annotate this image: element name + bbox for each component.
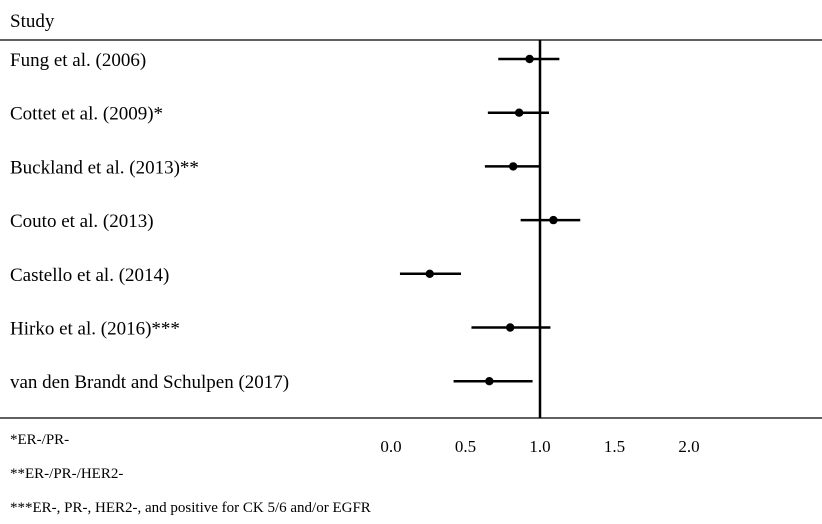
study-label: Buckland et al. (2013)** xyxy=(10,157,199,178)
point-estimate xyxy=(506,323,515,332)
study-label: Cottet et al. (2009)* xyxy=(10,104,163,125)
point-estimate xyxy=(485,377,494,386)
point-estimate xyxy=(508,162,518,171)
study-label: Couto et al. (2013) xyxy=(10,211,154,232)
x-tick-label: 0.0 xyxy=(380,437,401,456)
x-tick-label: 0.5 xyxy=(455,437,476,456)
study-label: Castello et al. (2014) xyxy=(10,265,169,286)
study-label: van den Brandt and Schulpen (2017) xyxy=(10,372,289,393)
point-estimate xyxy=(514,108,524,117)
point-estimate xyxy=(525,54,534,64)
x-tick-label: 2.0 xyxy=(678,437,699,456)
footnote-er-pr: *ER-/PR- xyxy=(10,432,70,448)
column-header: Study xyxy=(10,11,55,32)
footnote-triple-negative: ***ER-, PR-, HER2-, and positive for CK … xyxy=(10,500,371,516)
x-tick-label: 1.5 xyxy=(604,437,625,456)
point-estimate xyxy=(425,269,434,278)
study-label: Hirko et al. (2016)*** xyxy=(10,319,180,340)
x-tick-label: 1.0 xyxy=(529,437,550,456)
study-label: Fung et al. (2006) xyxy=(10,50,146,71)
footnote-er-pr-her2: **ER-/PR-/HER2- xyxy=(10,466,124,482)
point-estimate xyxy=(549,215,558,225)
